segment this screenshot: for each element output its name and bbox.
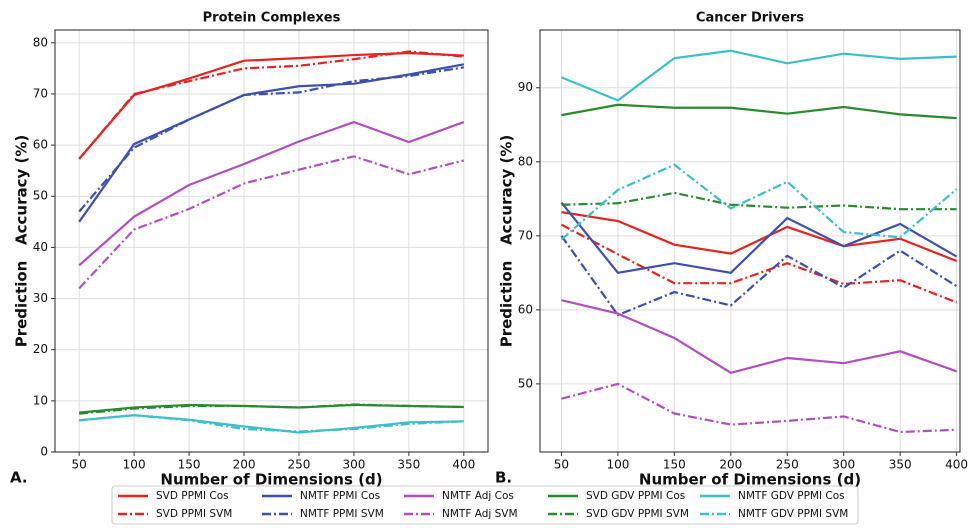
series-line — [78, 120, 465, 267]
panel-label: B. — [495, 469, 512, 487]
series-line — [561, 49, 957, 102]
series-line — [561, 382, 957, 434]
x-tick-label: 350 — [397, 458, 420, 472]
series-line — [561, 299, 957, 374]
legend-label: NMTF GDV PPMI Cos — [738, 490, 845, 502]
series-line — [79, 403, 464, 415]
x-tick-label: 300 — [342, 458, 365, 472]
series-line — [78, 51, 464, 160]
plot-frame — [54, 29, 489, 453]
x-tick-label: 150 — [178, 458, 201, 472]
x-tick-label: 50 — [72, 458, 87, 472]
x-axis-label: Number of Dimensions (d) — [160, 471, 382, 489]
y-tick-label: 70 — [518, 228, 533, 242]
x-tick-label: 200 — [233, 458, 256, 472]
chart-title: Protein Complexes — [203, 11, 341, 26]
y-tick-label: 60 — [33, 138, 48, 152]
x-tick-label: 350 — [889, 458, 912, 472]
series-line — [561, 211, 958, 263]
x-tick-label: 400 — [945, 458, 968, 472]
x-tick-label: 100 — [606, 458, 629, 472]
legend-label: NMTF Adj Cos — [442, 490, 514, 502]
y-tick-label: 50 — [33, 189, 48, 203]
y-axis-label: Prediction Accuracy (%) — [498, 135, 516, 348]
legend-label: NMTF PPMI Cos — [300, 490, 380, 502]
x-tick-label: 50 — [554, 458, 569, 472]
series-line — [560, 201, 958, 275]
legend-label: SVD GDV PPMI SVM — [586, 508, 689, 520]
series-line — [561, 103, 957, 120]
y-axis-label: Prediction Accuracy (%) — [13, 135, 31, 348]
legend-box — [111, 485, 859, 525]
series-line — [560, 235, 958, 317]
legend-label: SVD PPMI Cos — [156, 490, 229, 502]
series-line — [78, 155, 465, 290]
legend-label: NMTF Adj SVM — [442, 508, 518, 520]
panel-label: A. — [10, 469, 28, 487]
y-tick-label: 20 — [33, 342, 48, 356]
y-tick-label: 80 — [518, 154, 533, 168]
series-line — [78, 63, 465, 223]
x-tick-label: 250 — [776, 458, 799, 472]
series-line — [78, 50, 464, 160]
x-tick-label: 400 — [452, 458, 475, 472]
plot-frame — [539, 29, 961, 453]
y-tick-label: 10 — [33, 393, 48, 407]
x-tick-label: 300 — [832, 458, 855, 472]
x-tick-label: 100 — [123, 458, 146, 472]
series-line — [560, 223, 958, 304]
y-tick-label: 0 — [40, 445, 48, 459]
y-tick-label: 90 — [518, 80, 533, 94]
x-tick-label: 150 — [663, 458, 686, 472]
series-line — [560, 163, 958, 241]
y-tick-label: 50 — [518, 376, 533, 390]
legend-label: NMTF GDV PPMI SVM — [738, 508, 848, 520]
y-tick-label: 30 — [33, 291, 48, 305]
y-tick-label: 60 — [518, 302, 533, 316]
x-tick-label: 200 — [719, 458, 742, 472]
x-tick-label: 250 — [288, 458, 311, 472]
legend-label: SVD PPMI SVM — [156, 508, 232, 520]
y-tick-label: 70 — [33, 86, 48, 100]
legend-label: NMTF PPMI SVM — [300, 508, 384, 520]
chart-title: Cancer Drivers — [696, 11, 804, 26]
y-tick-label: 40 — [33, 240, 48, 254]
series-line — [78, 66, 464, 213]
series-line — [561, 191, 957, 211]
y-tick-label: 80 — [33, 35, 48, 49]
x-axis-label: Number of Dimensions (d) — [639, 471, 861, 489]
legend-label: SVD GDV PPMI Cos — [586, 490, 685, 502]
series-line — [79, 414, 464, 433]
